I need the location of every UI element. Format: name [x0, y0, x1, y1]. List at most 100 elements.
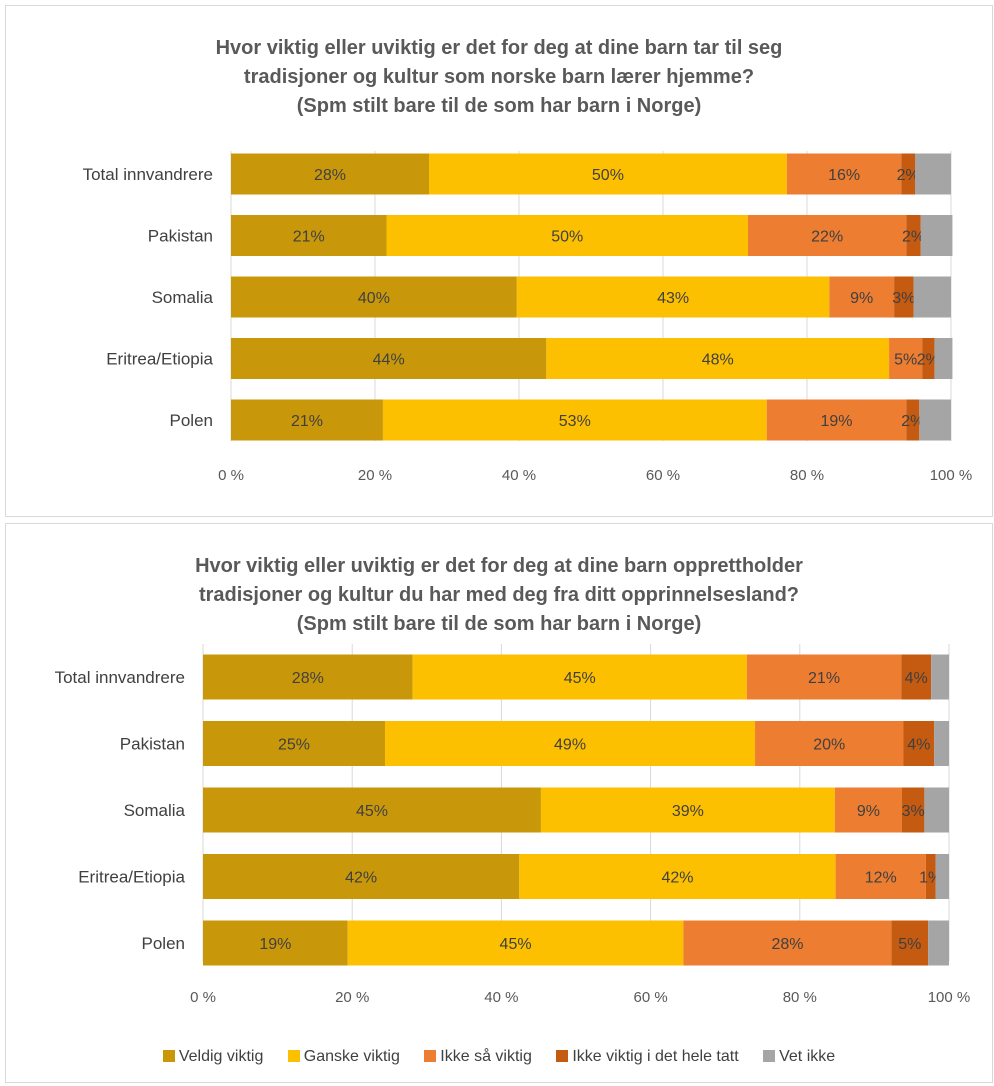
data-label-veldig-viktig-polen: 21% [291, 413, 323, 430]
category-label-polen: Polen [170, 411, 213, 430]
bar-ganske-viktig-eritrea-etiopia [546, 338, 890, 379]
legend-item-vet-ikke: Vet ikke [763, 1048, 835, 1066]
bar-ganske-viktig-somalia [516, 276, 830, 318]
bar-ikke-saa-viktig-polen [683, 920, 892, 966]
legend-swatch [763, 1050, 776, 1062]
bar-ganske-viktig-polen [347, 920, 684, 966]
bar-ikke-saa-viktig-eritrea-etiopia [835, 854, 926, 899]
bar-ganske-viktig-somalia [540, 787, 835, 833]
chart-2-title-line-3: (Spm stilt bare til de som har barn i No… [296, 613, 702, 635]
chart-1-title-line-1: Hvor viktig eller uviktig er det for deg… [215, 37, 783, 59]
bar-ikke-saa-viktig-somalia [834, 787, 903, 833]
data-label-ikke-saa-viktig-pakistan: 22% [811, 229, 843, 246]
data-label-ikke-viktig-i-det-hele-tatt-total-innvandrere: 2% [897, 167, 920, 184]
bar-ganske-viktig-polen [382, 399, 767, 441]
bar-veldig-viktig-somalia [231, 276, 517, 318]
bar-vet-ikke-somalia [913, 276, 951, 318]
bar-ganske-viktig-eritrea-etiopia [519, 854, 836, 899]
bar-veldig-viktig-total-innvandrere [203, 654, 413, 700]
data-label-ikke-viktig-i-det-hele-tatt-somalia: 3% [892, 290, 915, 307]
data-label-ganske-viktig-total-innvandrere: 45% [564, 670, 596, 687]
category-label-eritrea-etiopia: Eritrea/Etiopia [78, 868, 185, 887]
bar-veldig-viktig-eritrea-etiopia [203, 854, 520, 899]
bar-ikke-viktig-i-det-hele-tatt-polen [906, 399, 920, 441]
bar-vet-ikke-pakistan [920, 215, 953, 256]
bar-ikke-saa-viktig-pakistan [747, 215, 907, 256]
chart-panel-1: Hvor viktig eller uviktig er det for deg… [5, 5, 993, 517]
data-label-veldig-viktig-pakistan: 21% [293, 229, 325, 246]
legend-label: Ikke viktig i det hele tatt [572, 1048, 739, 1065]
data-label-ganske-viktig-polen: 53% [559, 413, 591, 430]
chart-2-title: Hvor viktig eller uviktig er det for deg… [6, 552, 992, 639]
data-label-veldig-viktig-somalia: 40% [358, 290, 390, 307]
bar-vet-ikke-polen [928, 920, 949, 966]
bar-ikke-saa-viktig-total-innvandrere [786, 153, 902, 195]
bar-ikke-viktig-i-det-hele-tatt-eritrea-etiopia [922, 338, 935, 379]
data-label-ikke-viktig-i-det-hele-tatt-somalia: 3% [902, 803, 925, 820]
bar-vet-ikke-somalia [924, 787, 949, 833]
data-label-ganske-viktig-pakistan: 49% [554, 737, 586, 754]
bar-ganske-viktig-total-innvandrere [429, 153, 787, 195]
data-label-ganske-viktig-polen: 45% [500, 936, 532, 953]
bar-ikke-viktig-i-det-hele-tatt-polen [891, 920, 929, 966]
bar-ikke-viktig-i-det-hele-tatt-pakistan [903, 721, 935, 766]
data-label-ikke-viktig-i-det-hele-tatt-eritrea-etiopia: 2% [917, 352, 940, 369]
chart-1-title-line-2: tradisjoner og kultur som norske barn læ… [243, 66, 755, 88]
legend-item-ganske-viktig: Ganske viktig [287, 1048, 400, 1066]
legend-label: Ganske viktig [303, 1048, 400, 1065]
x-tick-label: 60 % [646, 467, 680, 484]
data-label-ikke-viktig-i-det-hele-tatt-pakistan: 2% [902, 229, 925, 246]
data-label-ikke-saa-viktig-somalia: 9% [857, 803, 880, 820]
x-tick-label: 20 % [358, 467, 392, 484]
bar-ikke-saa-viktig-pakistan [755, 721, 904, 766]
x-tick-label: 100 % [930, 467, 973, 484]
data-label-ikke-viktig-i-det-hele-tatt-polen: 5% [898, 936, 921, 953]
x-tick-label: 80 % [790, 467, 824, 484]
bar-ganske-viktig-pakistan [385, 721, 756, 766]
bar-veldig-viktig-eritrea-etiopia [231, 338, 547, 379]
bar-veldig-viktig-total-innvandrere [231, 153, 429, 195]
data-label-veldig-viktig-total-innvandrere: 28% [292, 670, 324, 687]
bar-ganske-viktig-pakistan [386, 215, 748, 256]
data-label-veldig-viktig-polen: 19% [259, 936, 291, 953]
chart-1-title: Hvor viktig eller uviktig er det for deg… [6, 34, 992, 121]
chart-legend: Veldig viktig Ganske viktig Ikke så vikt… [6, 1048, 992, 1066]
x-tick-label: 0 % [218, 467, 244, 484]
x-tick-label: 80 % [783, 989, 817, 1006]
chart-panel-2: Hvor viktig eller uviktig er det for deg… [5, 523, 993, 1083]
data-label-ikke-viktig-i-det-hele-tatt-total-innvandrere: 4% [905, 670, 928, 687]
bar-vet-ikke-total-innvandrere [915, 153, 951, 195]
bar-ikke-saa-viktig-polen [766, 399, 907, 441]
bar-ikke-viktig-i-det-hele-tatt-eritrea-etiopia [925, 854, 936, 899]
data-label-veldig-viktig-eritrea-etiopia: 42% [345, 870, 377, 887]
category-label-total-innvandrere: Total innvandrere [55, 668, 185, 687]
bar-vet-ikke-pakistan [934, 721, 949, 766]
legend-label: Veldig viktig [178, 1048, 264, 1065]
legend-item-ikke-saa-viktig: Ikke så viktig [424, 1048, 532, 1066]
data-label-ganske-viktig-eritrea-etiopia: 48% [702, 352, 734, 369]
bar-veldig-viktig-polen [203, 920, 348, 966]
chart-1-title-line-3: (Spm stilt bare til de som har barn i No… [296, 95, 702, 117]
data-label-ikke-saa-viktig-eritrea-etiopia: 12% [865, 870, 897, 887]
data-label-ganske-viktig-pakistan: 50% [551, 229, 583, 246]
category-label-pakistan: Pakistan [120, 735, 185, 754]
bar-vet-ikke-eritrea-etiopia [934, 338, 953, 379]
bar-vet-ikke-polen [919, 399, 951, 441]
bar-ikke-saa-viktig-somalia [829, 276, 895, 318]
x-tick-label: 0 % [190, 989, 216, 1006]
data-label-ganske-viktig-eritrea-etiopia: 42% [661, 870, 693, 887]
bar-ikke-viktig-i-det-hele-tatt-somalia [894, 276, 914, 318]
data-label-veldig-viktig-total-innvandrere: 28% [314, 167, 346, 184]
legend-swatch [287, 1050, 300, 1062]
data-label-ikke-viktig-i-det-hele-tatt-pakistan: 4% [907, 737, 930, 754]
chart-2-title-line-1: Hvor viktig eller uviktig er det for deg… [195, 555, 803, 577]
data-label-ikke-saa-viktig-somalia: 9% [850, 290, 873, 307]
bar-veldig-viktig-pakistan [231, 215, 387, 256]
legend-item-ikke-viktig-i-det-hele-tatt: Ikke viktig i det hele tatt [556, 1048, 739, 1066]
bar-veldig-viktig-pakistan [203, 721, 386, 766]
x-tick-label: 100 % [928, 989, 971, 1006]
bar-ikke-viktig-i-det-hele-tatt-somalia [902, 787, 925, 833]
bar-ganske-viktig-total-innvandrere [412, 654, 747, 700]
data-label-ikke-saa-viktig-pakistan: 20% [813, 737, 845, 754]
bar-ikke-viktig-i-det-hele-tatt-total-innvandrere [901, 654, 932, 700]
